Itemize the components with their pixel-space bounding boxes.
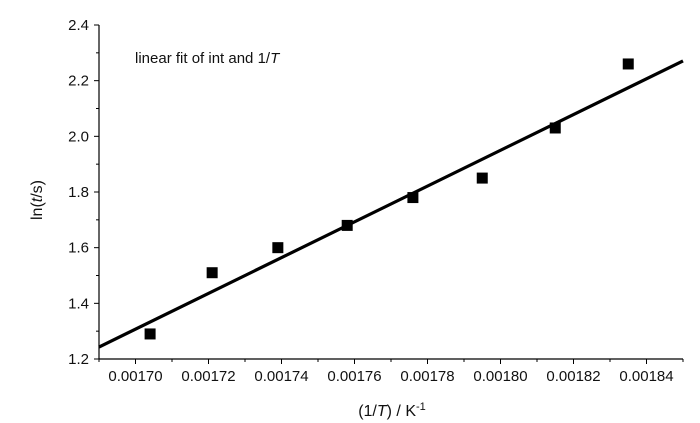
x-axis-ticks: 0.00170 0.00172 0.00174 0.00176 0.00178 0.001… xyxy=(98,359,684,385)
y-axis-ticks: 1.2 1.4 1.6 1.8 2.0 2.2 2.4 xyxy=(68,17,99,368)
data-point xyxy=(549,122,561,134)
x-tick-label: 0.00184 xyxy=(619,368,673,385)
x-tick-label: 0.00174 xyxy=(254,368,308,385)
y-tick-label: 1.4 xyxy=(68,295,89,312)
x-tick-label: 0.00178 xyxy=(400,368,454,385)
data-point xyxy=(476,172,488,184)
data-points xyxy=(144,58,634,340)
x-tick-label: 0.00182 xyxy=(546,368,600,385)
y-tick-label: 2.2 xyxy=(68,73,89,90)
y-tick-label: 1.2 xyxy=(68,351,89,368)
data-point xyxy=(341,219,353,231)
data-point xyxy=(622,58,634,70)
axes xyxy=(98,25,683,360)
x-tick-label: 0.00170 xyxy=(108,368,162,385)
y-tick-label: 2.0 xyxy=(68,128,89,145)
fit-line-layer xyxy=(98,59,684,349)
fit-line xyxy=(98,59,684,349)
data-point xyxy=(272,242,284,254)
data-point xyxy=(407,192,419,204)
x-tick-label: 0.00176 xyxy=(327,368,381,385)
x-axis-title: (1/T) / K-1 xyxy=(358,401,426,420)
y-tick-label: 1.6 xyxy=(68,240,89,257)
x-tick-label: 0.00172 xyxy=(181,368,235,385)
y-axis-title: ln(t/s) xyxy=(29,180,46,220)
data-point xyxy=(206,267,218,279)
x-tick-label: 0.00180 xyxy=(473,368,527,385)
fit-annotation: linear fit of int and 1/T xyxy=(135,50,281,67)
data-point xyxy=(144,328,156,340)
y-tick-label: 1.8 xyxy=(68,184,89,201)
y-tick-label: 2.4 xyxy=(68,17,89,34)
